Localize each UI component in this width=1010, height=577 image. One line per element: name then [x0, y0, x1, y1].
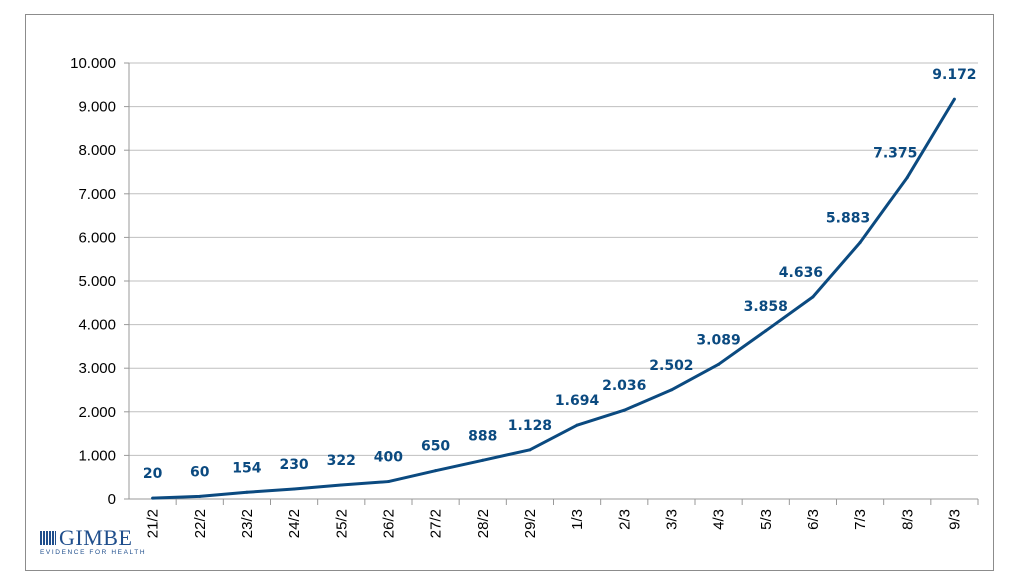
y-tick-label: 3.000: [78, 360, 116, 377]
data-label: 1.694: [555, 393, 600, 409]
data-point: [339, 483, 343, 487]
data-point: [622, 408, 626, 412]
data-label: 9.172: [932, 67, 976, 83]
y-tick-label: 4.000: [78, 317, 116, 334]
data-point: [198, 494, 202, 498]
data-point: [669, 388, 673, 392]
x-tick-label: 1/3: [569, 509, 586, 530]
x-tick-label: 2/3: [616, 509, 633, 530]
y-tick-label: 2.000: [78, 404, 116, 421]
y-tick-label: 1.000: [78, 447, 116, 464]
data-label: 400: [374, 450, 403, 466]
y-tick-label: 8.000: [78, 142, 116, 159]
y-tick-label: 9.000: [78, 99, 116, 116]
data-label: 650: [421, 439, 450, 455]
x-tick-label: 25/2: [333, 509, 350, 538]
x-tick-label: 26/2: [380, 509, 397, 538]
series-line: [152, 98, 956, 500]
data-point: [811, 295, 815, 299]
data-label: 888: [468, 428, 497, 444]
logo-tagline: EVIDENCE FOR HEALTH: [40, 549, 147, 556]
x-tick-label: 3/3: [663, 509, 680, 530]
data-label: 7.375: [873, 145, 917, 161]
y-tick-label: 0: [108, 491, 116, 508]
data-point: [151, 496, 155, 500]
data-label: 2.502: [649, 358, 693, 374]
data-label: 322: [327, 453, 356, 469]
data-point: [858, 241, 862, 245]
logo-grid-icon: [40, 531, 56, 545]
x-tick-label: 29/2: [522, 509, 539, 538]
data-label: 3.089: [696, 332, 740, 348]
x-tick-label: 23/2: [239, 509, 256, 538]
data-point: [905, 175, 909, 179]
y-tick-label: 7.000: [78, 186, 116, 203]
x-tick-label: 22/2: [192, 509, 209, 538]
x-tick-label: 28/2: [475, 509, 492, 538]
x-tick-label: 24/2: [286, 509, 303, 538]
data-label: 1.128: [508, 418, 552, 434]
data-point: [481, 458, 485, 462]
data-point: [434, 469, 438, 473]
data-point: [528, 448, 532, 452]
data-point: [575, 423, 579, 427]
y-tick-label: 6.000: [78, 229, 116, 246]
x-tick-label: 6/3: [805, 509, 822, 530]
data-point: [764, 329, 768, 333]
data-label: 4.636: [779, 265, 823, 281]
data-label: 2.036: [602, 378, 646, 394]
data-label: 230: [279, 457, 308, 473]
data-point: [292, 487, 296, 491]
y-tick-label: 10.000: [70, 55, 116, 72]
data-point: [386, 480, 390, 484]
data-label: 3.858: [744, 299, 788, 315]
data-point: [717, 362, 721, 366]
data-label: 5.883: [826, 211, 870, 227]
chart-frame: [25, 14, 994, 571]
logo-name: GIMBE: [59, 525, 133, 550]
x-tick-label: 5/3: [758, 509, 775, 530]
x-tick-label: 4/3: [711, 509, 728, 530]
data-label: 60: [190, 464, 210, 480]
x-tick-label: 8/3: [899, 509, 916, 530]
x-tick-label: 9/3: [946, 509, 963, 530]
gimbe-logo: GIMBE EVIDENCE FOR HEALTH: [40, 525, 147, 556]
x-tick-label: 7/3: [852, 509, 869, 530]
data-point: [952, 97, 956, 101]
x-tick-label: 27/2: [428, 509, 445, 538]
x-tick-label: 21/2: [145, 509, 162, 538]
data-label: 154: [232, 460, 261, 476]
data-label: 20: [143, 466, 163, 482]
data-point: [245, 490, 249, 494]
y-tick-label: 5.000: [78, 273, 116, 290]
